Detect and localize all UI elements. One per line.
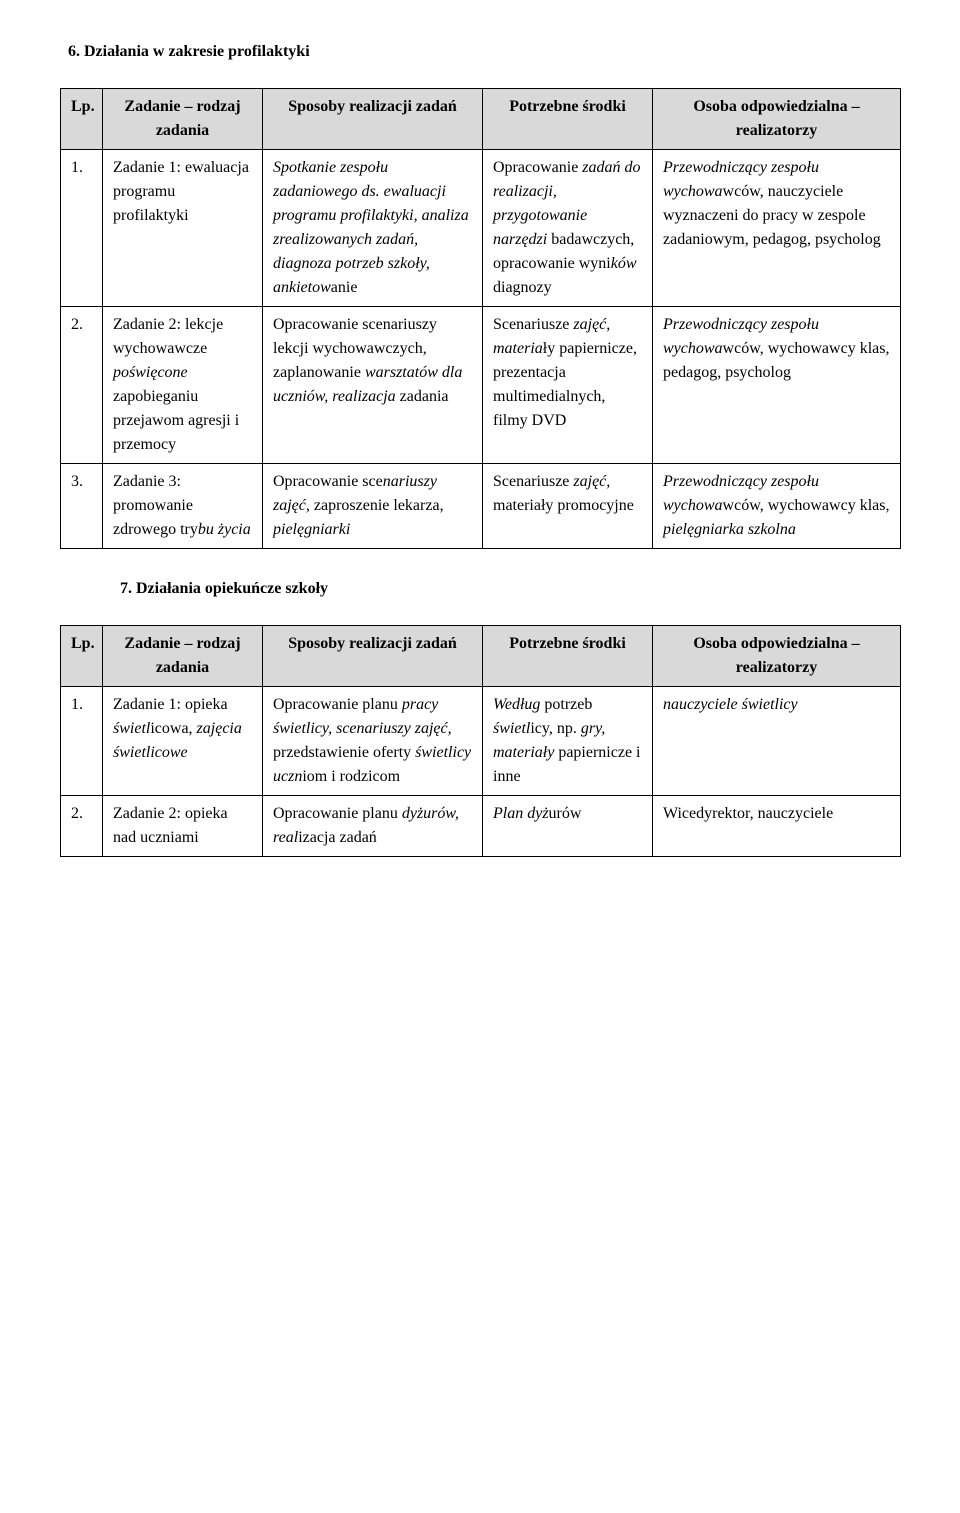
table-section-6: Lp. Zadanie – rodzaj zadania Sposoby rea… <box>60 88 901 549</box>
col-header-sposoby: Sposoby realizacji zadań <box>263 89 483 150</box>
cell-rodzaj: Zadanie 3: promowanie zdrowego trybu życ… <box>103 464 263 549</box>
col-header-lp: Lp. <box>61 89 103 150</box>
col-header-osoba: Osoba odpowiedzialna – realizatorzy <box>653 626 901 687</box>
cell-osoba: nauczyciele świetlicy <box>653 687 901 796</box>
cell-rodzaj: Zadanie 1: ewaluacja programu profilakty… <box>103 150 263 307</box>
cell-srodki: Scenariusze zajęć, materiały promocyjne <box>483 464 653 549</box>
col-header-osoba: Osoba odpowiedzialna – realizatorzy <box>653 89 901 150</box>
cell-osoba: Przewodniczący zespołu wychowawców, wych… <box>653 464 901 549</box>
cell-srodki: Scenariusze zajęć, materiały papiernicze… <box>483 307 653 464</box>
cell-osoba: Przewodniczący zespołu wychowawców, wych… <box>653 307 901 464</box>
cell-sposoby: Opracowanie scenariuszy lekcji wychowawc… <box>263 307 483 464</box>
cell-sposoby: Opracowanie planu pracy świetlicy, scena… <box>263 687 483 796</box>
cell-srodki: Opracowanie zadań do realizacji, przygot… <box>483 150 653 307</box>
cell-srodki: Plan dyżurów <box>483 796 653 857</box>
section-6-heading: 6. Działania w zakresie profilaktyki <box>60 40 900 64</box>
cell-lp: 1. <box>61 150 103 307</box>
cell-lp: 2. <box>61 307 103 464</box>
cell-osoba: Wicedyrektor, nauczyciele <box>653 796 901 857</box>
table-header-row: Lp. Zadanie – rodzaj zadania Sposoby rea… <box>61 89 901 150</box>
cell-lp: 2. <box>61 796 103 857</box>
cell-rodzaj: Zadanie 2: opieka nad uczniami <box>103 796 263 857</box>
cell-sposoby: Opracowanie scenariuszy zajęć, zaproszen… <box>263 464 483 549</box>
cell-srodki: Według potrzeb świetlicy, np. gry, mater… <box>483 687 653 796</box>
table-row: 3. Zadanie 3: promowanie zdrowego trybu … <box>61 464 901 549</box>
table-row: 1. Zadanie 1: ewaluacja programu profila… <box>61 150 901 307</box>
col-header-rodzaj: Zadanie – rodzaj zadania <box>103 89 263 150</box>
col-header-lp: Lp. <box>61 626 103 687</box>
table-section-7: Lp. Zadanie – rodzaj zadania Sposoby rea… <box>60 625 901 857</box>
cell-rodzaj: Zadanie 2: lekcje wychowawcze poświęcone… <box>103 307 263 464</box>
section-7-heading: 7. Działania opiekuńcze szkoły <box>120 577 900 601</box>
col-header-rodzaj: Zadanie – rodzaj zadania <box>103 626 263 687</box>
cell-sposoby: Spotkanie zespołu zadaniowego ds. ewalua… <box>263 150 483 307</box>
table-row: 2. Zadanie 2: lekcje wychowawcze poświęc… <box>61 307 901 464</box>
cell-lp: 1. <box>61 687 103 796</box>
col-header-srodki: Potrzebne środki <box>483 89 653 150</box>
table-row: 1. Zadanie 1: opieka świetlicowa, zajęci… <box>61 687 901 796</box>
col-header-srodki: Potrzebne środki <box>483 626 653 687</box>
cell-sposoby: Opracowanie planu dyżurów, realizacja za… <box>263 796 483 857</box>
col-header-sposoby: Sposoby realizacji zadań <box>263 626 483 687</box>
cell-rodzaj: Zadanie 1: opieka świetlicowa, zajęcia ś… <box>103 687 263 796</box>
cell-osoba: Przewodniczący zespołu wychowawców, nauc… <box>653 150 901 307</box>
table-row: 2. Zadanie 2: opieka nad uczniami Opraco… <box>61 796 901 857</box>
table-header-row: Lp. Zadanie – rodzaj zadania Sposoby rea… <box>61 626 901 687</box>
cell-lp: 3. <box>61 464 103 549</box>
